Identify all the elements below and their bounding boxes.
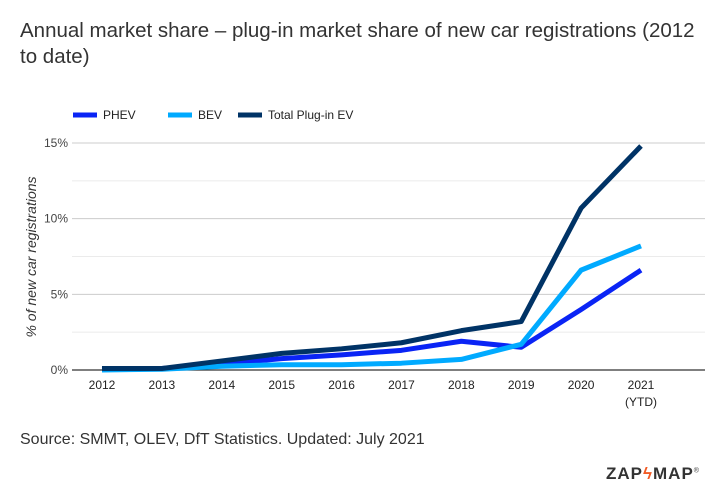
x-tick-label: 2014 xyxy=(208,378,235,392)
x-tick-label: 2019 xyxy=(508,378,535,392)
series-line-phev xyxy=(101,268,643,372)
legend-label: Total Plug-in EV xyxy=(268,108,353,122)
y-tick-label: 10% xyxy=(44,212,68,226)
x-tick-label: 2021 xyxy=(628,378,655,392)
x-tick-label: 2015 xyxy=(268,378,295,392)
x-tick-label: 2012 xyxy=(89,378,116,392)
x-tick-sublabel: (YTD) xyxy=(625,395,657,409)
y-axis-label: % of new car registrations xyxy=(23,176,39,337)
y-tick-label: 5% xyxy=(51,287,69,301)
x-tick-label: 2016 xyxy=(328,378,355,392)
zapmap-logo: ZAPϟMAP® xyxy=(606,464,700,483)
legend-label: PHEV xyxy=(103,108,136,122)
x-tick-label: 2017 xyxy=(388,378,415,392)
source-note: Source: SMMT, OLEV, DfT Statistics. Upda… xyxy=(20,431,425,448)
bolt-icon: ϟ xyxy=(643,464,653,483)
legend-label: BEV xyxy=(198,108,222,122)
x-tick-label: 2020 xyxy=(568,378,595,392)
x-tick-label: 2013 xyxy=(149,378,176,392)
series-line-total-plug-in-ev xyxy=(102,144,643,371)
chart-title: Annual market share – plug-in market sha… xyxy=(20,19,695,68)
x-tick-label: 2018 xyxy=(448,378,475,392)
y-tick-label: 0% xyxy=(51,363,69,377)
series-line-bev xyxy=(101,243,642,373)
y-tick-label: 15% xyxy=(44,136,68,150)
